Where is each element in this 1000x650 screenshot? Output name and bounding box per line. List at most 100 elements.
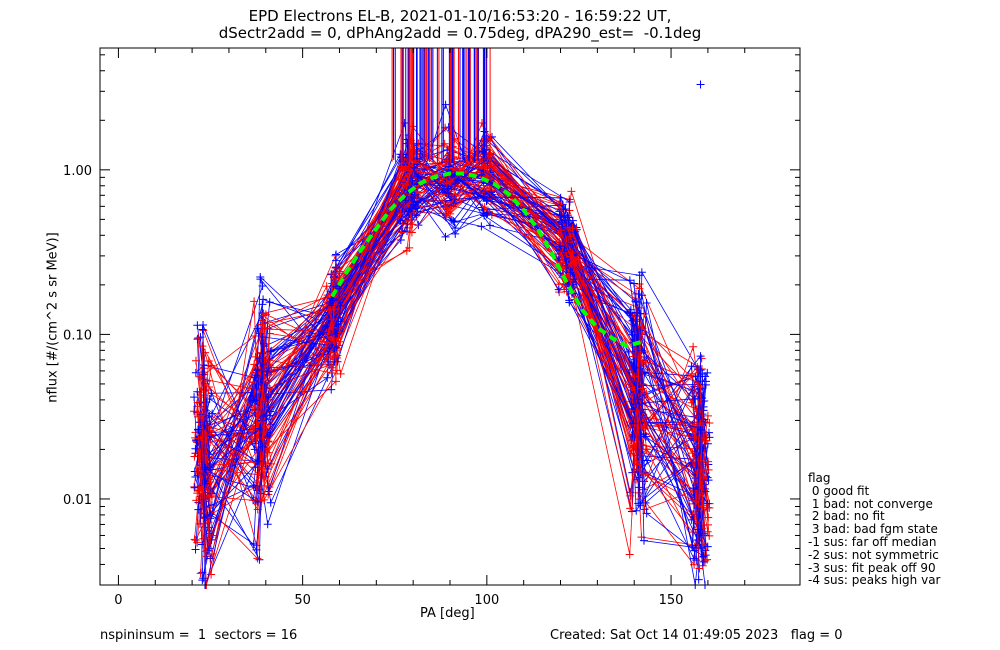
- data-point-marker: [482, 196, 491, 205]
- data-point-marker: [207, 492, 216, 501]
- data-point-marker: [253, 409, 262, 418]
- spectrum-line: [202, 151, 706, 586]
- data-point-marker: [479, 185, 488, 194]
- data-point-marker: [331, 256, 340, 265]
- data-point-marker: [441, 232, 450, 241]
- data-point-marker: [688, 449, 697, 458]
- data-point-marker: [565, 197, 574, 206]
- data-point-marker: [190, 467, 199, 476]
- data-point-marker: [194, 505, 203, 514]
- data-point-marker: [701, 380, 710, 389]
- data-point-marker: [556, 242, 565, 251]
- data-point-marker: [250, 297, 259, 306]
- data-point-marker: [253, 498, 262, 507]
- data-point-marker: [198, 576, 207, 585]
- data-point-marker: [449, 217, 458, 226]
- data-point-marker: [194, 334, 203, 343]
- data-point-marker: [333, 357, 342, 366]
- data-point-marker: [407, 204, 416, 213]
- data-point-marker: [701, 487, 710, 496]
- chart-title-line1: EPD Electrons EL-B, 2021-01-10/16:53:20 …: [248, 7, 672, 25]
- data-point-marker: [204, 356, 213, 365]
- data-point-marker: [323, 373, 332, 382]
- data-point-marker: [633, 395, 642, 404]
- y-tick-label: 0.01: [63, 493, 92, 508]
- chart-title-line2: dSectr2add = 0, dPhAng2add = 0.75deg, dP…: [218, 24, 702, 42]
- data-point-marker: [638, 384, 647, 393]
- data-point-marker: [638, 291, 647, 300]
- data-point-marker: [260, 495, 269, 504]
- data-point-marker: [637, 322, 646, 331]
- data-point-marker: [565, 296, 574, 305]
- data-point-marker: [262, 367, 271, 376]
- data-point-marker: [195, 372, 204, 381]
- data-point-marker: [191, 356, 200, 365]
- data-point-marker: [194, 467, 203, 476]
- x-tick-label: 150: [659, 593, 684, 608]
- data-point-marker: [264, 437, 273, 446]
- data-point-marker: [205, 463, 214, 472]
- data-point-marker: [322, 354, 331, 363]
- data-point-marker: [441, 213, 450, 222]
- data-point-marker: [690, 546, 699, 555]
- legend-item: -2 sus: not symmetric: [808, 547, 939, 562]
- data-point-marker: [327, 368, 336, 377]
- data-point-marker: [259, 339, 268, 348]
- data-point-marker: [261, 310, 270, 319]
- data-point-marker: [266, 498, 275, 507]
- data-point-marker: [566, 252, 575, 261]
- data-point-marker: [265, 298, 274, 307]
- fit-curve: [330, 171, 643, 349]
- data-point-marker: [690, 433, 699, 442]
- data-point-marker: [397, 228, 406, 237]
- data-point-marker: [250, 445, 259, 454]
- data-point-marker: [630, 372, 639, 381]
- data-point-marker: [567, 187, 576, 196]
- data-point-marker: [206, 437, 215, 446]
- data-point-marker: [568, 224, 577, 233]
- data-point-marker: [480, 164, 489, 173]
- data-point-marker: [201, 547, 210, 556]
- data-point-marker: [331, 377, 340, 386]
- data-point-marker: [194, 425, 203, 434]
- axes-group: 0 50 100 150 0.01 0.10 1.00: [63, 47, 801, 608]
- data-point-marker: [396, 236, 405, 245]
- data-point-marker: [265, 329, 274, 338]
- data-point-marker: [696, 425, 705, 434]
- legend-item: 2 bad: no fit: [808, 509, 885, 524]
- data-point-marker: [322, 282, 331, 291]
- data-point-marker: [255, 354, 264, 363]
- data-point-marker: [641, 445, 650, 454]
- data-point-marker: [406, 166, 415, 175]
- data-point-marker: [704, 476, 713, 485]
- data-point-marker: [250, 396, 259, 405]
- data-point-marker: [203, 511, 212, 520]
- data-point-marker: [700, 434, 709, 443]
- data-point-marker: [259, 295, 268, 304]
- outlier-point: [696, 80, 705, 89]
- data-point-marker: [642, 456, 651, 465]
- footer-left: nspininsum = 1 sectors = 16: [100, 628, 298, 643]
- legend-item: 0 good fit: [808, 483, 870, 498]
- data-point-marker: [336, 337, 345, 346]
- data-point-marker: [696, 366, 705, 375]
- data-point-marker: [254, 485, 263, 494]
- data-point-marker: [703, 439, 712, 448]
- data-point-marker: [191, 545, 200, 554]
- data-point-marker: [408, 220, 417, 229]
- data-point-marker: [249, 481, 258, 490]
- data-point-marker: [334, 334, 343, 343]
- data-point-marker: [568, 255, 577, 264]
- data-point-marker: [190, 393, 199, 402]
- x-tick-label: 0: [114, 593, 122, 608]
- spectrum-line: [204, 157, 705, 562]
- legend-item: -3 sus: fit peak off 90: [808, 560, 936, 575]
- legend-title: flag: [808, 471, 831, 485]
- data-point-marker: [336, 369, 345, 378]
- footer-right: Created: Sat Oct 14 01:49:05 2023 flag =…: [550, 628, 843, 643]
- data-point-marker: [254, 457, 263, 466]
- spike-lines-group: [391, 48, 491, 163]
- data-point-marker: [484, 151, 493, 160]
- data-point-marker: [630, 279, 639, 288]
- data-point-marker: [625, 550, 634, 559]
